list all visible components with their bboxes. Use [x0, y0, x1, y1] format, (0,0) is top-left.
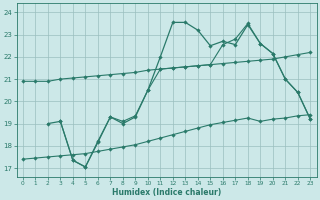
X-axis label: Humidex (Indice chaleur): Humidex (Indice chaleur)	[112, 188, 221, 197]
